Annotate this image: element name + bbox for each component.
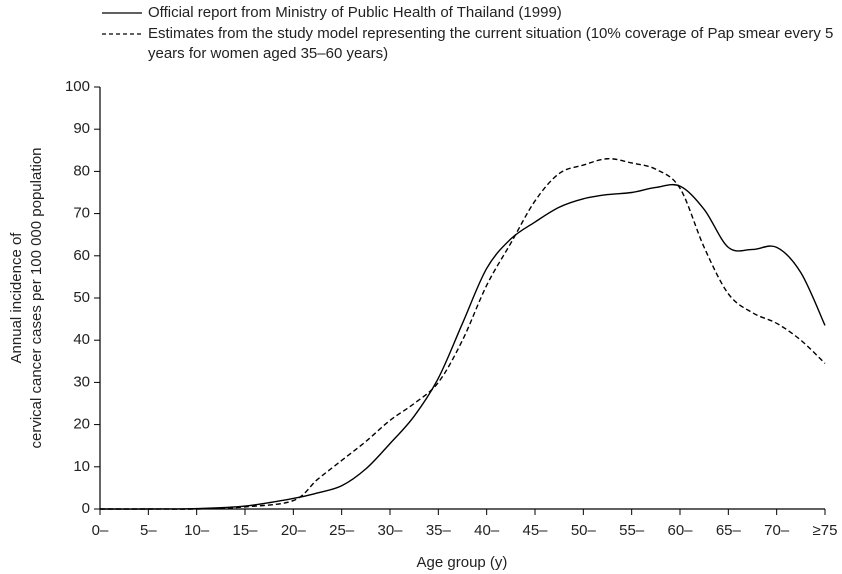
y-tick-label: 20 <box>73 416 90 433</box>
legend-entry: Official report from Ministry of Public … <box>148 4 562 21</box>
x-tick-label: 20– <box>281 522 307 539</box>
x-tick-label: 65– <box>716 522 742 539</box>
legend-entry: Estimates from the study model represent… <box>148 25 834 62</box>
x-tick-label: 35– <box>426 522 452 539</box>
x-tick-label: 55– <box>619 522 645 539</box>
y-tick-label: 70 <box>73 205 90 222</box>
y-tick-label: 30 <box>73 373 90 390</box>
x-tick-label: 30– <box>377 522 403 539</box>
x-axis-label: Age group (y) <box>417 554 508 571</box>
y-tick-label: 80 <box>73 162 90 179</box>
y-tick-label: 10 <box>73 458 90 475</box>
x-tick-label: 60– <box>667 522 693 539</box>
x-tick-label: 50– <box>571 522 597 539</box>
y-tick-label: 90 <box>73 120 90 137</box>
y-tick-label: 100 <box>65 78 90 95</box>
y-axis-label: Annual incidence of <box>8 232 25 364</box>
x-tick-label: 15– <box>232 522 258 539</box>
y-axis-label: cervical cancer cases per 100 000 popula… <box>28 147 45 448</box>
y-tick-label: 40 <box>73 331 90 348</box>
x-tick-label: 5– <box>140 522 157 539</box>
x-tick-label: 40– <box>474 522 500 539</box>
series-line <box>99 183 826 510</box>
x-tick-label: ≥75 <box>813 522 838 539</box>
x-tick-label: 25– <box>329 522 355 539</box>
series-line <box>99 158 826 510</box>
x-tick-label: 0– <box>92 522 109 539</box>
x-tick-label: 10– <box>184 522 210 539</box>
y-tick-label: 50 <box>73 289 90 306</box>
x-tick-label: 70– <box>764 522 790 539</box>
y-axis-label-group: Annual incidence of cervical cancer case… <box>8 147 45 448</box>
x-tick-label: 45– <box>522 522 548 539</box>
y-tick-label: 0 <box>82 500 90 517</box>
y-tick-label: 60 <box>73 247 90 264</box>
